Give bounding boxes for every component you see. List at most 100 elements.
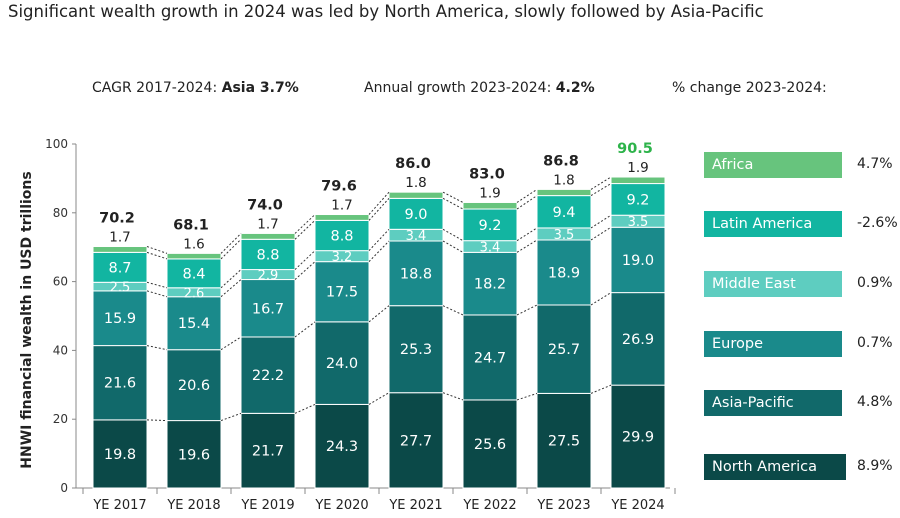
data-label: 2.5 [110, 281, 131, 296]
total-label: 90.5 [617, 141, 653, 157]
data-label: 15.4 [178, 316, 210, 332]
connector-line [590, 183, 612, 197]
bar-segment [166, 349, 222, 422]
bar-segment [462, 399, 518, 489]
legend-pct-change: 0.9% [857, 275, 893, 291]
connector-line [294, 220, 316, 240]
x-tick-label: YE 2019 [240, 498, 294, 513]
data-label: 24.0 [326, 356, 358, 372]
connector-line [368, 240, 390, 262]
y-axis-label: HNWI financial wealth in USD trillions [19, 171, 35, 468]
data-label: 20.6 [178, 378, 210, 394]
annual-growth-label: Annual growth 2023-2024: [364, 80, 552, 96]
connector-line [220, 412, 242, 422]
data-label: 3.5 [554, 228, 575, 243]
y-tick-label: 20 [53, 412, 68, 426]
bar-segment [388, 240, 444, 307]
data-label: 19.8 [104, 447, 136, 463]
bar-segment [314, 403, 370, 489]
connector-line [220, 233, 242, 254]
connector-line [516, 239, 538, 253]
total-label: 86.0 [395, 156, 431, 172]
legend-item-asia-pacific: Asia-Pacific [704, 390, 842, 416]
total-label: 79.6 [321, 179, 357, 195]
data-label: 1.8 [553, 172, 574, 188]
connector-line [294, 321, 316, 338]
connector-line [220, 238, 242, 260]
legend-pct-change: 4.7% [857, 156, 893, 172]
bar-segment [536, 188, 592, 197]
data-label: 8.8 [256, 247, 279, 263]
cagr-value: Asia 3.7% [221, 80, 299, 96]
bar-segment [462, 201, 518, 210]
bar-segment [314, 214, 370, 221]
data-label: 27.7 [400, 433, 432, 449]
legend-item-middle-east: Middle East [704, 271, 842, 297]
connector-line [368, 392, 390, 405]
cagr-stat: CAGR 2017-2024: Asia 3.7% [92, 80, 299, 96]
data-label: 1.9 [479, 185, 500, 201]
bar-segment [388, 197, 444, 230]
y-tick-label: 40 [53, 343, 68, 357]
data-label: 8.7 [108, 260, 131, 276]
connector-line [294, 214, 316, 234]
bar-segment [240, 279, 296, 338]
data-label: 1.9 [627, 160, 648, 176]
data-label: 27.5 [548, 434, 580, 450]
connector-line [220, 269, 242, 289]
data-label: 1.7 [331, 198, 352, 214]
legend-pct-change: 4.8% [857, 394, 893, 410]
connector-line [294, 261, 316, 280]
data-label: 17.5 [326, 285, 358, 301]
chart-title: Significant wealth growth in 2024 was le… [8, 2, 764, 21]
y-tick-label: 0 [60, 481, 68, 495]
legend-item-africa: Africa [704, 152, 842, 178]
bar-segment [314, 261, 370, 323]
data-label: 29.9 [622, 430, 654, 446]
data-label: 26.9 [622, 332, 654, 348]
data-label: 18.8 [400, 266, 432, 282]
connector-line [442, 191, 464, 203]
bar-segment [610, 183, 666, 216]
connector-line [442, 240, 464, 253]
connector-line [368, 305, 390, 323]
x-tick-label: YE 2018 [166, 498, 220, 513]
bar-segment [462, 314, 518, 401]
data-label: 1.7 [257, 216, 278, 232]
data-label: 22.2 [252, 368, 284, 384]
legend-pct-change: -2.6% [857, 215, 898, 231]
bar-segment [388, 191, 444, 199]
connector-line [146, 246, 168, 254]
data-label: 19.6 [178, 447, 210, 463]
bar-segment [536, 239, 592, 306]
connector-line [294, 250, 316, 270]
bar-segment [166, 258, 222, 289]
data-label: 1.7 [109, 230, 130, 246]
connector-line [516, 392, 538, 401]
data-label: 2.6 [184, 286, 205, 301]
cagr-label: CAGR 2017-2024: [92, 80, 218, 96]
bar-segment [92, 419, 148, 489]
bar-segment [92, 251, 148, 283]
legend-item-europe: Europe [704, 331, 842, 357]
bar-segment [92, 246, 148, 253]
data-label: 3.2 [332, 250, 353, 265]
bar-segment [314, 219, 370, 252]
pct-change-label: % change 2023-2024: [672, 80, 827, 96]
total-label: 74.0 [247, 197, 283, 213]
bar-segment [610, 384, 666, 489]
data-label: 25.3 [400, 342, 432, 358]
bar-segment [610, 226, 666, 294]
legend-item-north-america: North America [704, 454, 846, 480]
connector-line [590, 176, 612, 190]
bar-segment [166, 296, 222, 351]
connector-line [146, 251, 168, 260]
bar-segment [314, 321, 370, 405]
connector-line [516, 188, 538, 203]
data-label: 1.6 [183, 236, 204, 252]
data-label: 24.7 [474, 350, 506, 366]
total-label: 70.2 [99, 211, 135, 227]
data-label: 1.8 [405, 175, 426, 191]
bar-segment [388, 392, 444, 489]
data-label: 25.6 [474, 437, 506, 453]
